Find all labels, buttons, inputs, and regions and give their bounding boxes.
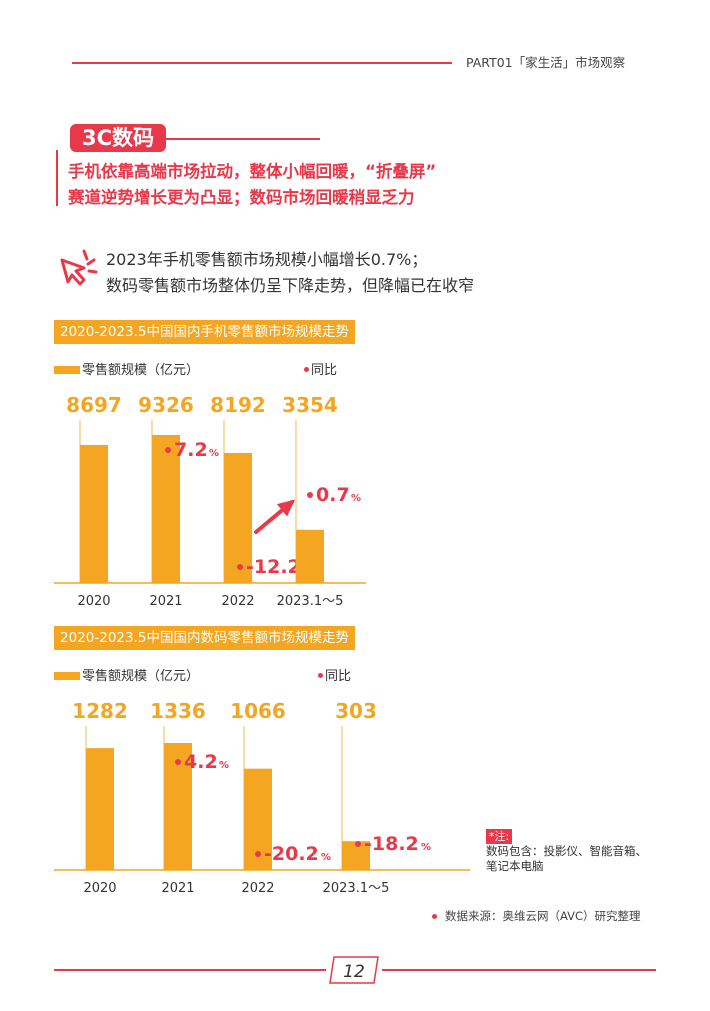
- x-tick-label: 2020: [77, 594, 110, 609]
- bar: [152, 435, 180, 583]
- yoy-label: 4.2: [184, 751, 218, 773]
- value-label: 9326: [138, 393, 194, 417]
- bar: [80, 444, 108, 583]
- x-tick-label: 2020: [83, 881, 116, 896]
- trend-arrowhead-icon: [276, 499, 296, 517]
- section-rule: [94, 138, 320, 140]
- intro-line2: 数码零售额市场整体仍呈下降走势，但降幅已在收窄: [106, 276, 475, 295]
- section-side-rule: [56, 150, 58, 206]
- chart2-legend-bar-label: 零售额规模（亿元）: [82, 669, 200, 684]
- chart2-title: 2020-2023.5中国国内数码零售额市场规模走势: [54, 626, 355, 650]
- intro-line1: 2023年手机零售额市场规模小幅增长0.7%；: [106, 250, 428, 269]
- chart1-title: 2020-2023.5中国国内手机零售额市场规模走势: [54, 320, 355, 344]
- x-tick-label: 2021: [161, 881, 194, 896]
- chart1-legend-bar-label: 零售额规模（亿元）: [82, 363, 200, 378]
- footer-rule-left: [54, 969, 326, 971]
- page-number-badge: 12: [329, 956, 379, 984]
- x-tick-label: 2022: [221, 594, 254, 609]
- yoy-label: 7.2: [174, 439, 208, 461]
- note-line1: 数码包含：投影仪、智能音箱、: [486, 844, 647, 858]
- value-label: 1336: [150, 699, 206, 723]
- section-title-line1: 手机依靠高端市场拉动，整体小幅回暖，“折叠屏”: [68, 162, 437, 181]
- yoy-dot: [237, 564, 243, 570]
- data-source: 数据来源：奥维云网（AVC）研究整理: [432, 908, 641, 924]
- data-source-text: 数据来源：奥维云网（AVC）研究整理: [445, 909, 641, 923]
- value-label: 8192: [210, 393, 266, 417]
- chart2-legend-bar-swatch: [54, 672, 80, 680]
- chart-note: *注: 数码包含：投影仪、智能音箱、 笔记本电脑: [486, 829, 647, 874]
- yoy-label: -12.2: [246, 556, 301, 578]
- yoy-dot: [307, 492, 313, 498]
- yoy-label: 0.7: [316, 484, 350, 506]
- header-rule: [72, 62, 452, 64]
- chart2-legend-dot: [318, 673, 323, 678]
- click-cursor-icon: [60, 249, 98, 286]
- page-number: 12: [343, 962, 365, 982]
- yoy-unit: %: [209, 448, 219, 459]
- x-tick-label: 2023.1～5: [323, 881, 390, 896]
- yoy-label: -18.2: [364, 833, 419, 855]
- x-tick-label: 2021: [149, 594, 182, 609]
- yoy-unit: %: [351, 493, 361, 504]
- chart2-legend-dot-label: 同比: [325, 669, 352, 684]
- chart1-legend-dot: [304, 367, 309, 372]
- footer-rule-right: [382, 969, 656, 971]
- note-tag: *注:: [486, 829, 513, 844]
- value-label: 1282: [72, 699, 128, 723]
- bar: [296, 529, 324, 583]
- header-section-label: PART01「家生活」市场观察: [466, 55, 626, 70]
- yoy-dot: [165, 447, 171, 453]
- yoy-unit: %: [321, 852, 331, 863]
- section-title-line2: 赛道逆势增长更为凸显；数码市场回暖稍显乏力: [68, 188, 415, 207]
- yoy-unit: %: [421, 842, 431, 853]
- yoy-label: -20.2: [264, 843, 319, 865]
- yoy-dot: [255, 851, 261, 857]
- note-line2: 笔记本电脑: [486, 859, 544, 873]
- bar: [86, 748, 114, 870]
- chart1-legend-dot-label: 同比: [311, 363, 338, 378]
- value-label: 3354: [282, 393, 338, 417]
- chart2-plot: 1282 2020 1336 2021 4.2 % 1066 2022 -20.2 % 303 202…: [54, 699, 470, 896]
- yoy-dot: [355, 841, 361, 847]
- value-label: 1066: [230, 699, 286, 723]
- yoy-dot: [175, 759, 181, 765]
- x-tick-label: 2022: [241, 881, 274, 896]
- chart1-legend-bar-swatch: [54, 366, 80, 374]
- chart1-plot: 8697 2020 9326 2021 7.2% 8192 2022 -12.2% 3354 20…: [54, 393, 366, 609]
- source-bullet-icon: [432, 914, 437, 919]
- value-label: 8697: [66, 393, 122, 417]
- x-tick-label: 2023.1～5: [277, 594, 344, 609]
- yoy-unit: %: [219, 760, 229, 771]
- bar: [224, 452, 252, 583]
- value-label: 303: [335, 699, 377, 723]
- section-badge: 3C数码: [70, 124, 167, 152]
